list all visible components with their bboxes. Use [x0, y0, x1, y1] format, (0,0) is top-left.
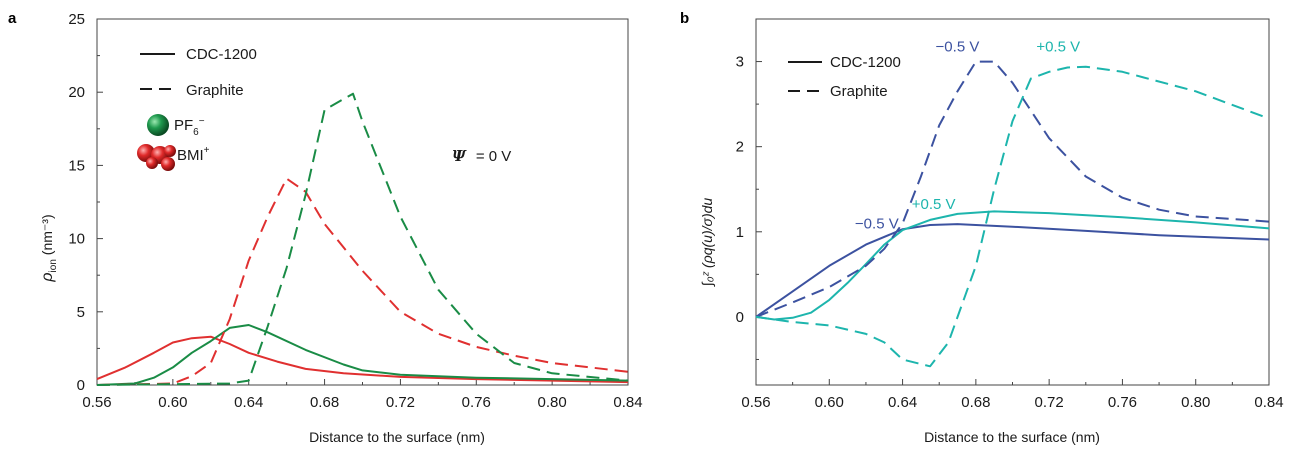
panel-a-label: a — [8, 10, 17, 27]
panel-a-plot-area: 0.56 0.60 0.64 0.68 0.72 0.76 0.80 0.84 0 5 10 15 20… — [68, 11, 642, 411]
series-teal-dashed-line — [755, 65, 1270, 368]
plot-frame — [96, 18, 629, 386]
panel-a-legend: CDC-1200 Graphite — [137, 46, 257, 171]
panel-b-label: b — [680, 10, 689, 27]
y-tick-label: 0 — [736, 309, 744, 326]
x-tick-label: 0.84 — [613, 394, 642, 411]
pf6-molecule-icon — [147, 114, 169, 136]
legend-solid-label: CDC-1200 — [186, 46, 257, 63]
y-tick-label: 25 — [68, 11, 85, 28]
y-tick-label: 10 — [68, 231, 85, 248]
series-annotation: +0.5 V — [912, 196, 956, 213]
x-tick-label: 0.80 — [1181, 394, 1210, 411]
y-tick-label: 2 — [736, 139, 744, 156]
x-tick-label: 0.64 — [888, 394, 917, 411]
x-tick-label: 0.60 — [815, 394, 844, 411]
series-red-solid-line — [96, 335, 629, 384]
series-blue-dashed-line — [755, 60, 1270, 318]
x-tick-label: 0.60 — [158, 394, 187, 411]
series-blue-solid-line — [755, 223, 1270, 318]
series-annotation: +0.5 V — [1036, 38, 1080, 55]
x-tick-label: 0.68 — [961, 394, 990, 411]
y-tick-label: 20 — [68, 84, 85, 101]
series-green-solid-line — [96, 324, 629, 386]
x-tick-label: 0.68 — [310, 394, 339, 411]
panel-b-legend: CDC-1200 Graphite — [788, 54, 901, 100]
panel-a: a 0.56 0.60 0.64 0.68 0.72 0.76 0.80 0.84 0 5 10 15… — [8, 10, 643, 445]
x-tick-label: 0.64 — [234, 394, 263, 411]
y-tick-label: 5 — [77, 304, 85, 321]
legend-dashed-label: Graphite — [830, 83, 888, 100]
panel-b-y-axis-label: ∫₀ᶻ (ρq(u)/σ)du — [699, 198, 716, 288]
plot-frame — [755, 18, 1270, 386]
legend-bmi-label: BMI+ — [177, 145, 210, 164]
x-tick-label: 0.56 — [741, 394, 770, 411]
panel-b: b 0.56 0.60 0.64 0.68 0.72 0.76 0.80 0.84 0 1 2 3 −0… — [680, 10, 1284, 445]
panel-b-x-axis-label: Distance to the surface (nm) — [924, 429, 1100, 445]
x-tick-label: 0.80 — [538, 394, 567, 411]
bmi-molecule-icon — [137, 144, 176, 171]
panel-b-plot-area: 0.56 0.60 0.64 0.68 0.72 0.76 0.80 0.84 0 1 2 3 −0.5… — [736, 18, 1284, 411]
y-tick-label: 0 — [77, 377, 85, 394]
panel-a-x-axis-label: Distance to the surface (nm) — [309, 429, 485, 445]
y-tick-label: 15 — [68, 157, 85, 174]
legend-pf6-label: PF6− — [174, 116, 205, 138]
x-tick-label: 0.84 — [1254, 394, 1283, 411]
legend-dashed-label: Graphite — [186, 82, 244, 99]
legend-solid-label: CDC-1200 — [830, 54, 901, 71]
x-tick-label: 0.76 — [1108, 394, 1137, 411]
x-tick-label: 0.56 — [82, 394, 111, 411]
series-annotation: −0.5 V — [936, 38, 980, 55]
series-annotation: −0.5 V — [855, 215, 899, 232]
panel-a-potential-annotation: Ψ = 0 V — [452, 147, 511, 165]
x-tick-label: 0.72 — [386, 394, 415, 411]
series-red-dashed-line — [96, 177, 629, 386]
y-tick-label: 3 — [736, 54, 744, 71]
x-tick-label: 0.72 — [1035, 394, 1064, 411]
series-green-dashed-line — [96, 92, 629, 386]
x-tick-label: 0.76 — [462, 394, 491, 411]
y-tick-label: 1 — [736, 224, 744, 241]
panel-a-y-axis-label: ρion (nm⁻³) — [39, 214, 59, 282]
